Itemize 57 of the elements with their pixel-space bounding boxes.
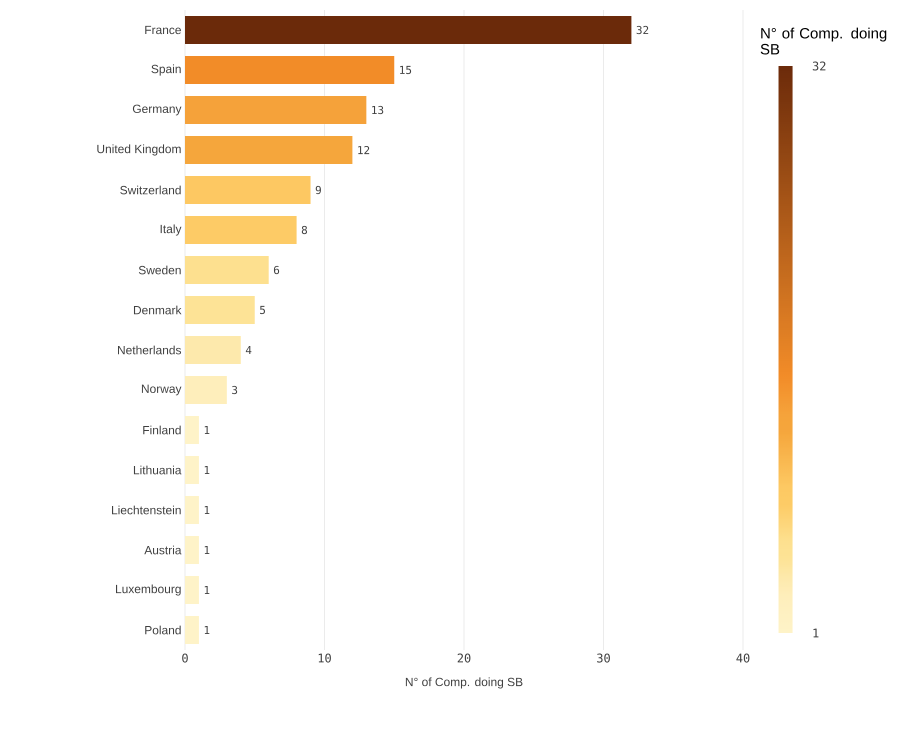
bar — [185, 496, 199, 524]
bar — [185, 96, 366, 124]
data-label: 32 — [636, 26, 648, 34]
bar — [185, 336, 241, 364]
y-tick-label: Germany — [132, 104, 182, 116]
bar — [185, 56, 394, 84]
color-bar-label: 32 — [812, 61, 826, 71]
y-tick-label: Lithuania — [134, 466, 182, 474]
data-label: 1 — [204, 586, 210, 594]
y-tick-label: United Kingdom — [97, 144, 181, 156]
data-label: 1 — [204, 466, 210, 474]
y-tick-label: Norway — [142, 384, 182, 396]
data-label: 1 — [204, 546, 210, 554]
bar — [185, 416, 199, 444]
data-label: 1 — [204, 506, 210, 514]
y-tick-label: Netherlands — [118, 346, 182, 354]
data-label: 9 — [316, 186, 321, 194]
y-tick-label: Finland — [143, 426, 181, 434]
bar — [185, 576, 199, 604]
x-tick-label: 10 — [318, 654, 331, 663]
y-tick-label: Austria — [144, 546, 182, 554]
x-tick-label: 0 — [182, 654, 188, 663]
bar — [185, 456, 199, 484]
y-tick-label: Sweden — [138, 266, 181, 274]
y-tick-label: Liechtenstein — [112, 506, 181, 514]
bar — [185, 296, 255, 324]
color-bar-title: N° of Comp. doing SB — [760, 28, 886, 54]
data-label: 6 — [274, 266, 280, 274]
data-label: 13 — [372, 106, 384, 114]
data-label: 12 — [358, 146, 370, 154]
data-label: 8 — [302, 226, 308, 234]
x-axis-title: N° of Comp. doing SB — [406, 677, 522, 689]
y-tick-label: Spain — [151, 64, 181, 76]
x-tick-label: 20 — [458, 654, 470, 663]
x-tick-label: 30 — [597, 654, 610, 663]
data-label: 5 — [260, 306, 265, 314]
bar — [185, 16, 632, 44]
data-label: 1 — [204, 626, 210, 634]
y-tick-label: Italy — [160, 224, 182, 236]
y-tick-label: France — [145, 26, 181, 34]
data-label: 3 — [232, 386, 238, 394]
bar — [185, 536, 199, 564]
data-label: 15 — [400, 66, 412, 74]
data-label: 4 — [246, 346, 252, 354]
data-label: 1 — [204, 426, 210, 434]
x-tick-label: 40 — [736, 654, 750, 663]
bar — [185, 256, 269, 284]
y-tick-label: Switzerland — [120, 186, 181, 194]
y-tick-label: Poland — [145, 626, 181, 634]
bar — [185, 136, 352, 164]
y-tick-label: Luxembourg — [116, 584, 181, 596]
color-bar-label: 1 — [813, 628, 818, 638]
y-tick-label: Denmark — [134, 306, 182, 314]
bar — [185, 376, 227, 404]
bar — [185, 176, 311, 204]
bar — [185, 616, 199, 644]
bar — [185, 216, 297, 244]
